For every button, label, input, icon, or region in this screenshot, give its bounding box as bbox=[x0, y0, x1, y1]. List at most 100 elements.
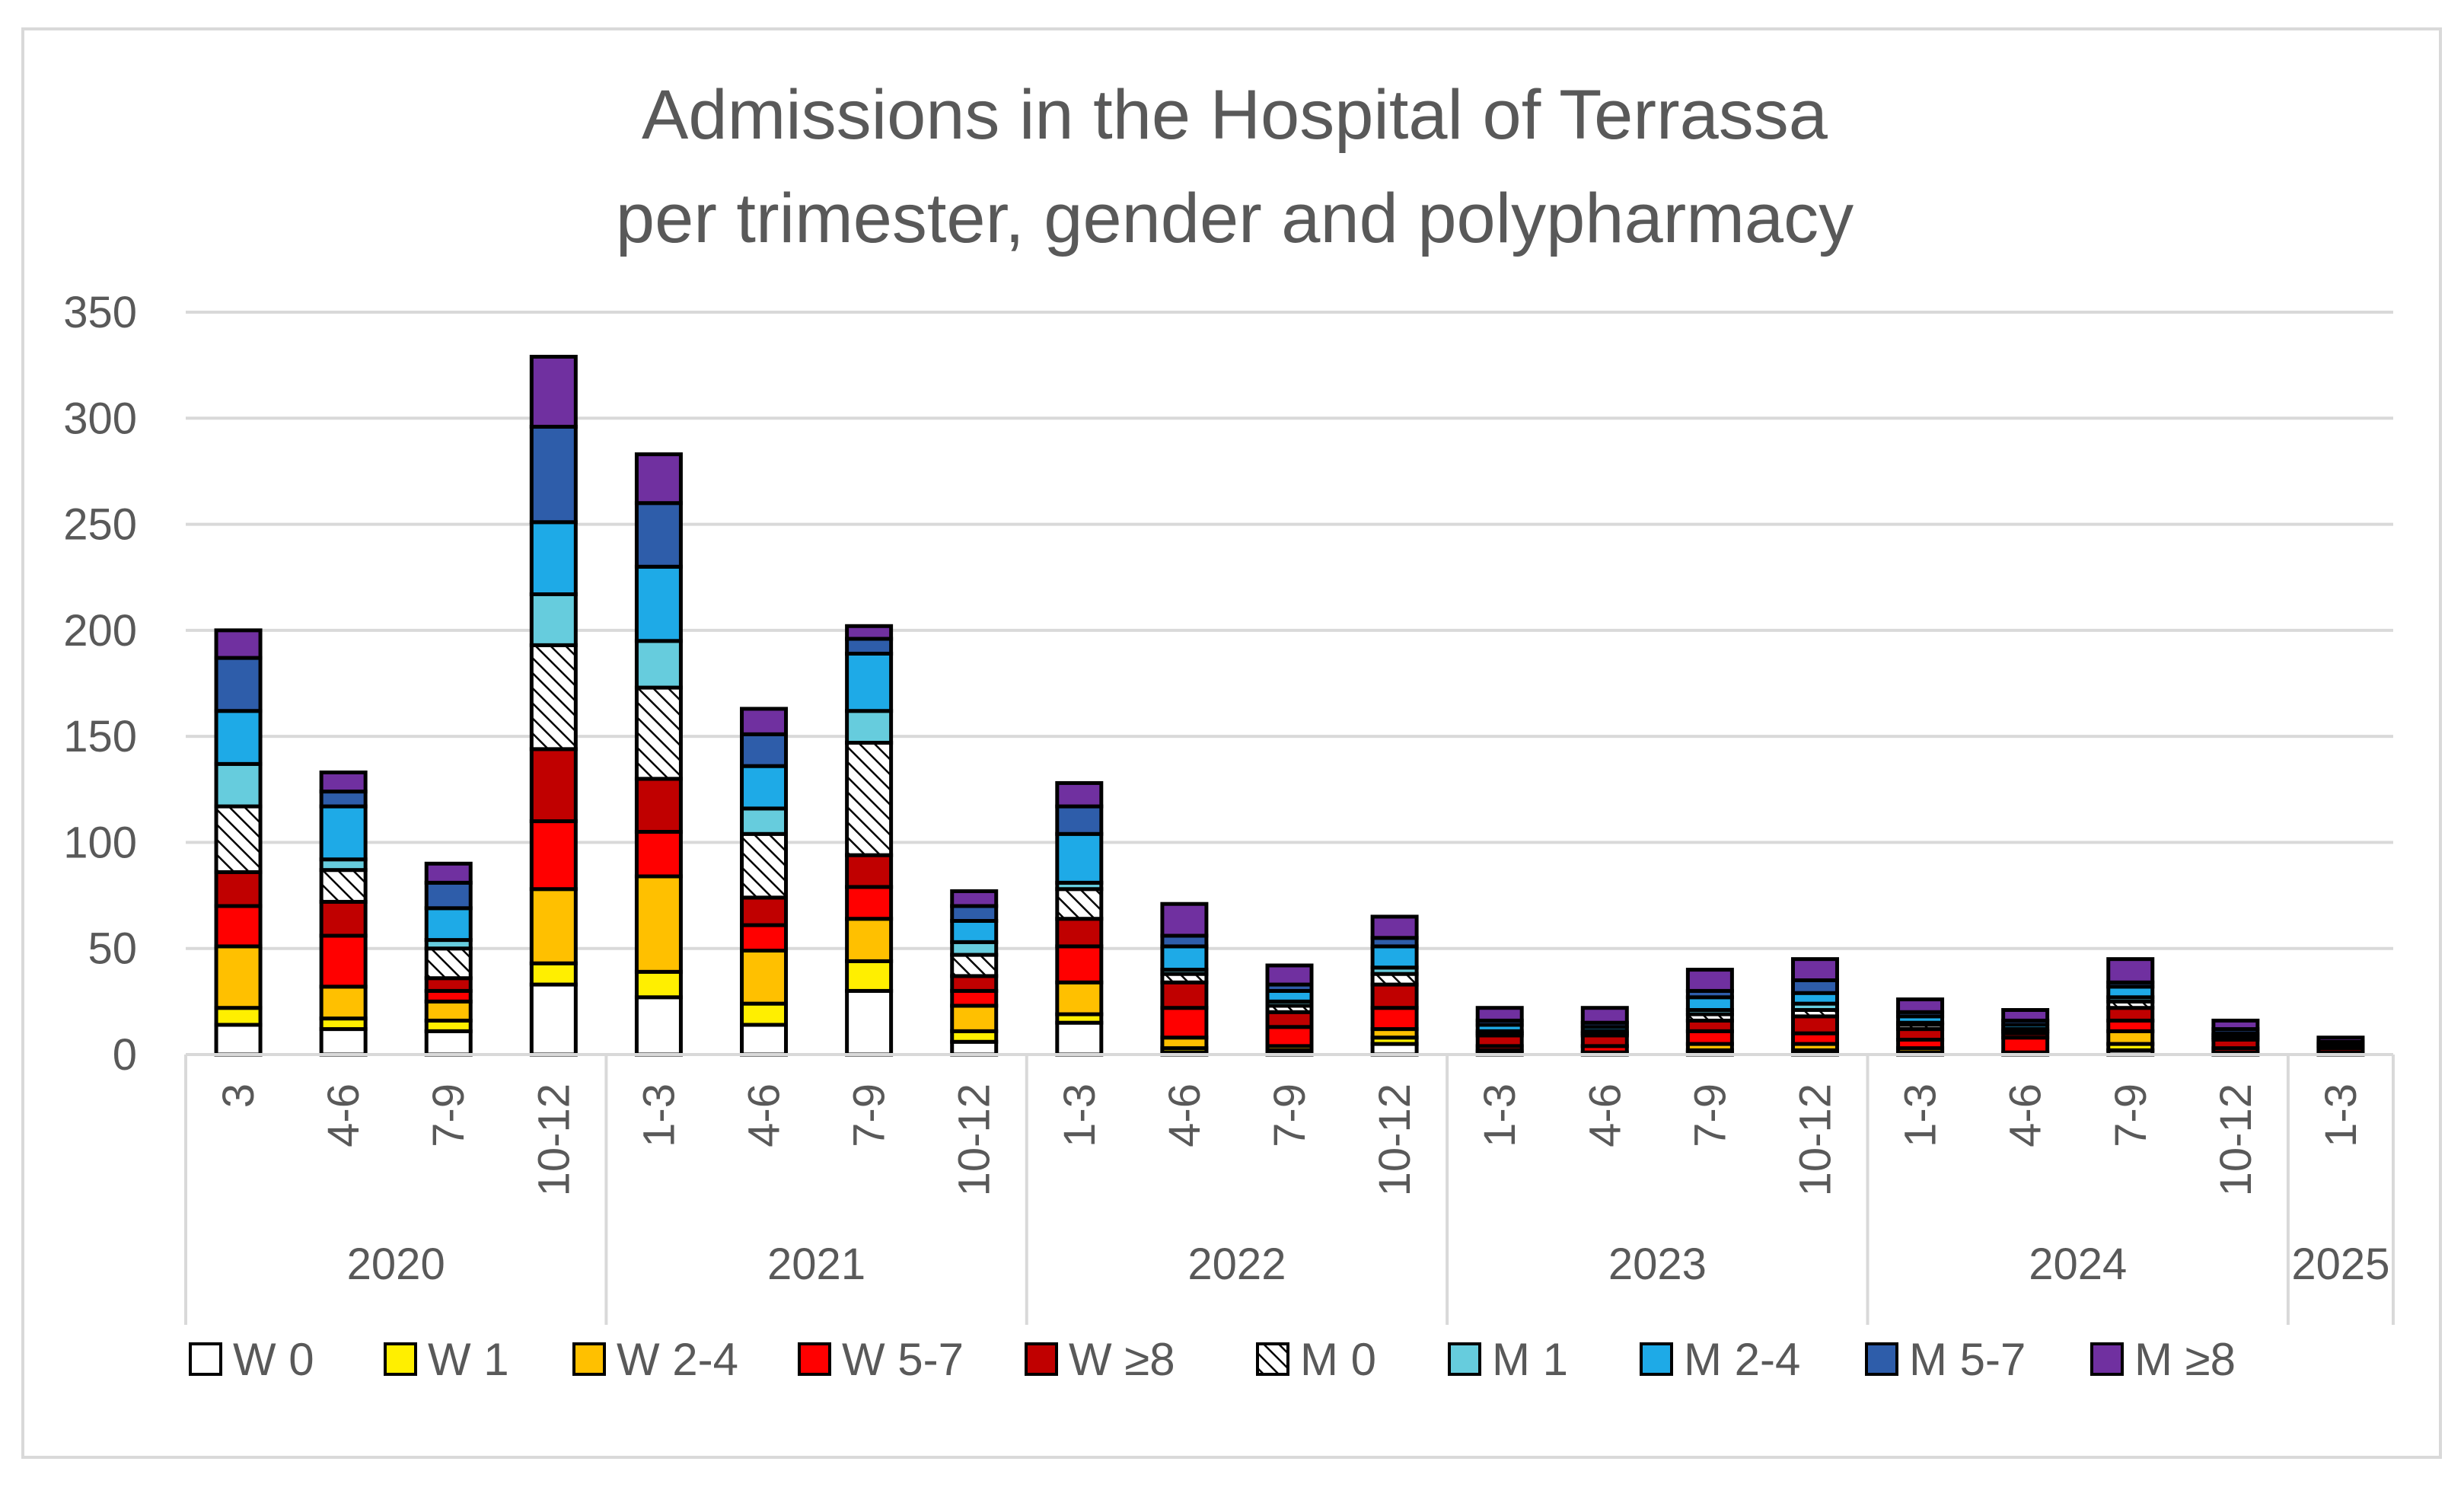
bar-segment-2020-3-m-5-7 bbox=[214, 656, 263, 713]
bar-segment-2023-10-12-m-5-7 bbox=[1790, 978, 1839, 995]
bar-segment-2021-10-12-m-1 bbox=[950, 940, 999, 957]
legend-swatch-w-2-4 bbox=[572, 1342, 606, 1376]
x-tick-label-2022-7-9: 7-9 bbox=[1265, 1083, 1315, 1147]
x-tick-label-2020-4-6: 4-6 bbox=[319, 1083, 368, 1147]
bar-segment-2022-10-12-m-ge8 bbox=[1370, 914, 1419, 940]
x-tick-label-2022-1-3: 1-3 bbox=[1055, 1083, 1104, 1147]
bar-segment-2021-1-3-w-5-7 bbox=[634, 830, 683, 879]
bar-segment-2021-10-12-m-0 bbox=[950, 953, 999, 978]
bar-segment-2024-7-9-m-ge8 bbox=[2106, 957, 2155, 984]
x-tick-label-2021-4-6: 4-6 bbox=[740, 1083, 789, 1147]
x-tick-label-2023-1-3: 1-3 bbox=[1475, 1083, 1525, 1147]
bar-segment-2020-4-6-w-2-4 bbox=[319, 984, 368, 1021]
group-label-2021: 2021 bbox=[767, 1240, 865, 1289]
chart-frame: Admissions in the Hospital of Terrassa p… bbox=[21, 27, 2442, 1459]
bar-segment-2022-7-9-w-5-7 bbox=[1265, 1025, 1314, 1048]
legend-label-w-2-4: W 2-4 bbox=[617, 1334, 738, 1385]
group-label-2024: 2024 bbox=[2029, 1240, 2127, 1289]
bar-segment-2020-3-w-1 bbox=[214, 1006, 263, 1027]
x-tick-label-2023-4-6: 4-6 bbox=[1580, 1083, 1630, 1147]
legend: W 0 W 1 W 2-4 W 5-7 W ≥8 M 0 M 1 M 2-4 M 5-7 M ≥8 bbox=[189, 1334, 2236, 1385]
legend-label-m-0: M 0 bbox=[1300, 1334, 1376, 1385]
y-tick-label-300: 300 bbox=[63, 394, 137, 443]
legend-label-w-1: W 1 bbox=[428, 1334, 509, 1385]
bar-segment-2020-4-6-m-2-4 bbox=[319, 804, 368, 862]
bar-segment-2021-4-6-w-2-4 bbox=[740, 949, 789, 1006]
legend-label-m-ge8: M ≥8 bbox=[2134, 1334, 2236, 1385]
bar-segment-2020-10-12-m-5-7 bbox=[529, 424, 578, 525]
bar-segment-2020-7-9-m-2-4 bbox=[424, 906, 473, 943]
bar-segment-2022-10-12-w-ge8 bbox=[1370, 982, 1419, 1010]
bar-segment-2020-7-9-w-ge8 bbox=[424, 976, 473, 993]
bar-segment-2021-1-3-w-2-4 bbox=[634, 874, 683, 974]
bar-segment-2020-4-6-m-5-7 bbox=[319, 790, 368, 809]
bar-segment-2021-1-3-m-ge8 bbox=[634, 452, 683, 506]
legend-label-m-1: M 1 bbox=[1492, 1334, 1568, 1385]
bar-segment-2020-7-9-m-0 bbox=[424, 946, 473, 981]
y-axis-ticks: 0 50 100 150 200 250 300 350 bbox=[63, 288, 137, 1080]
bar-segment-2022-1-3-m-0 bbox=[1055, 887, 1104, 921]
x-tick-label-2022-10-12: 10-12 bbox=[1370, 1083, 1420, 1196]
bar-segment-2024-7-9-w-2-4 bbox=[2106, 1029, 2155, 1046]
gridlines bbox=[186, 311, 2393, 1056]
legend-swatch-m-ge8 bbox=[2090, 1342, 2124, 1376]
bar-segment-2024-4-6-w-5-7 bbox=[2001, 1035, 2050, 1055]
legend-swatch-m-0 bbox=[1256, 1342, 1289, 1376]
y-tick-label-50: 50 bbox=[88, 924, 137, 974]
bar-segment-2020-3-w-ge8 bbox=[214, 870, 263, 908]
legend-swatch-m-2-4 bbox=[1640, 1342, 1673, 1376]
bar-segment-2022-4-6-m-2-4 bbox=[1160, 944, 1209, 972]
x-tick-label-2023-7-9: 7-9 bbox=[1685, 1083, 1735, 1147]
chart-subtitle: per trimester, gender and polypharmacy bbox=[616, 180, 1854, 257]
x-tick-label-2022-4-6: 4-6 bbox=[1160, 1083, 1210, 1147]
x-tick-label-2024-1-3: 1-3 bbox=[1896, 1083, 1946, 1147]
bar-segment-2023-7-9-m-ge8 bbox=[1685, 968, 1734, 993]
bar-segment-2020-10-12-w-ge8 bbox=[529, 747, 578, 824]
bar-segment-2021-1-3-m-0 bbox=[634, 685, 683, 781]
bar-segment-2021-7-9-m-5-7 bbox=[845, 637, 894, 656]
x-axis: 3 4-6 7-9 10-12 1-3 4-6 7-9 10-12 1-3 4-6 7-9 10-12… bbox=[184, 1053, 2395, 1325]
bar-segment-2021-7-9-m-ge8 bbox=[845, 624, 894, 641]
bar-segment-2020-3-m-ge8 bbox=[214, 628, 263, 660]
legend-label-m-2-4: M 2-4 bbox=[1684, 1334, 1800, 1385]
bar-segment-2021-7-9-m-1 bbox=[845, 709, 894, 745]
bar-segment-2022-1-3-m-ge8 bbox=[1055, 780, 1104, 809]
bar-segment-2022-4-6-w-5-7 bbox=[1160, 1006, 1209, 1040]
bar-segment-2023-7-9-m-2-4 bbox=[1685, 995, 1734, 1013]
bar-segment-2022-1-3-m-5-7 bbox=[1055, 804, 1104, 836]
bar-segment-2022-4-6-w-ge8 bbox=[1160, 980, 1209, 1010]
bar-segment-2020-7-9-w-2-4 bbox=[424, 999, 473, 1023]
bar-segment-2020-3-w-2-4 bbox=[214, 944, 263, 1010]
bar-segment-2021-4-6-m-0 bbox=[740, 831, 789, 900]
x-tick-label-2020-3: 3 bbox=[214, 1083, 263, 1108]
bar-segment-2020-10-12-w-5-7 bbox=[529, 819, 578, 892]
group-label-2025: 2025 bbox=[2291, 1240, 2389, 1289]
bar-segment-2021-4-6-w-ge8 bbox=[740, 895, 789, 927]
bar-segment-2021-10-12-w-ge8 bbox=[950, 974, 999, 993]
bar-segment-2021-7-9-w-0 bbox=[845, 988, 894, 1057]
bar-segment-2020-3-w-5-7 bbox=[214, 904, 263, 949]
bar-segment-2020-3-w-0 bbox=[214, 1023, 263, 1057]
bar-segment-2021-1-3-m-2-4 bbox=[634, 564, 683, 643]
bar-segment-2020-3-m-2-4 bbox=[214, 709, 263, 766]
bar-segment-2024-1-3-m-ge8 bbox=[1896, 997, 1945, 1014]
bar-segment-2021-10-12-m-ge8 bbox=[950, 889, 999, 908]
bar-segment-2022-10-12-m-2-4 bbox=[1370, 944, 1419, 970]
bar-segment-2020-7-9-w-0 bbox=[424, 1029, 473, 1057]
legend-label-w-ge8: W ≥8 bbox=[1069, 1334, 1175, 1385]
legend-label-w-5-7: W 5-7 bbox=[842, 1334, 964, 1385]
bar-segment-2021-7-9-w-2-4 bbox=[845, 917, 894, 963]
bar-segment-2020-7-9-m-5-7 bbox=[424, 880, 473, 911]
bar-segment-2020-4-6-w-ge8 bbox=[319, 899, 368, 938]
bar-segment-2022-1-3-w-ge8 bbox=[1055, 917, 1104, 949]
bar-segment-2022-1-3-w-0 bbox=[1055, 1020, 1104, 1057]
bar-segment-2021-7-9-w-1 bbox=[845, 959, 894, 993]
bar-segment-2020-10-12-m-1 bbox=[529, 592, 578, 647]
legend-label-w-0: W 0 bbox=[233, 1334, 314, 1385]
bar-segment-2022-1-3-w-5-7 bbox=[1055, 944, 1104, 984]
bar-segment-2024-10-12-m-ge8 bbox=[2211, 1018, 2260, 1032]
bar-segment-2020-4-6-m-0 bbox=[319, 868, 368, 904]
bar-segment-2021-10-12-m-2-4 bbox=[950, 919, 999, 944]
bar-segment-2022-7-9-m-ge8 bbox=[1265, 963, 1314, 987]
bar-segment-2020-10-12-m-2-4 bbox=[529, 520, 578, 596]
